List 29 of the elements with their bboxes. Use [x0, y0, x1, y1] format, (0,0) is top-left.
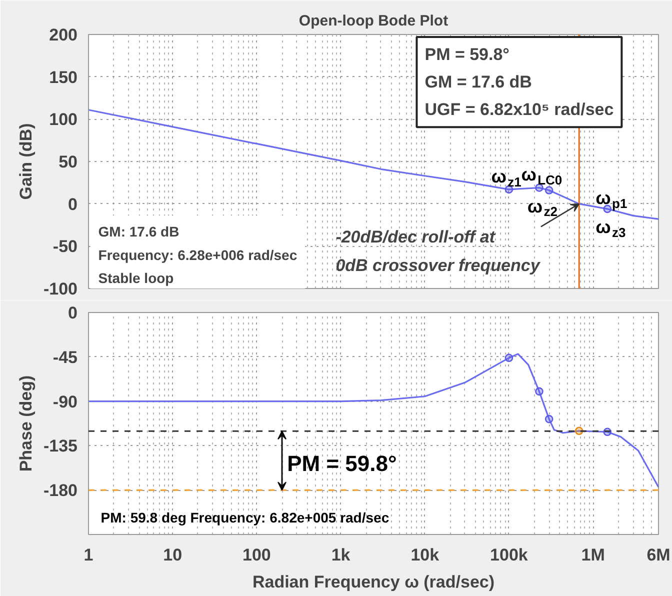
y-tick-label: 0: [68, 194, 78, 214]
y-axis-title: Gain (dB): [16, 123, 36, 200]
y-tick-label: 100: [49, 110, 78, 130]
x-tick-label: 1k: [331, 546, 351, 564]
y-tick-label: -50: [52, 237, 78, 256]
y-axis-title: Phase (deg): [16, 375, 36, 472]
y-tick-label: 200: [49, 26, 78, 44]
x-axis-title: Radian Frequency ω (rad/sec): [252, 572, 495, 592]
y-tick-label: 150: [49, 68, 78, 87]
y-tick-label: -45: [52, 348, 78, 367]
y-tick-label: -90: [52, 392, 78, 412]
x-tick-label: 100k: [490, 546, 528, 564]
annotation: PM = 59.8°: [287, 450, 397, 476]
x-tick-label: 10: [163, 546, 182, 564]
x-tick-label: 1M: [581, 546, 605, 564]
x-tick-label: 6M: [646, 546, 670, 564]
x-tick-label: 100: [242, 546, 271, 564]
annotation: PM = 59.8° GM = 17.6 dB UGF = 6.82x10⁵ rad/sec: [424, 45, 614, 120]
y-tick-label: -100: [43, 280, 78, 298]
x-tick-label: 1: [84, 546, 94, 564]
y-tick-label: -180: [43, 481, 78, 500]
y-tick-label: 50: [58, 152, 78, 172]
y-tick-label: 0: [68, 304, 78, 322]
y-tick-label: -135: [43, 436, 78, 456]
annotation: -20dB/dec roll-off at 0dB crossover frequency: [336, 228, 542, 276]
x-tick-label: 10k: [410, 546, 440, 564]
chart-title: Open-loop Bode Plot: [298, 12, 448, 30]
annotation: PM: 59.8 deg Frequency: 6.82e+005 rad/sec: [100, 510, 390, 526]
annotation: GM: 17.6 dB Frequency: 6.28e+006 rad/sec Stable loop: [98, 224, 298, 286]
